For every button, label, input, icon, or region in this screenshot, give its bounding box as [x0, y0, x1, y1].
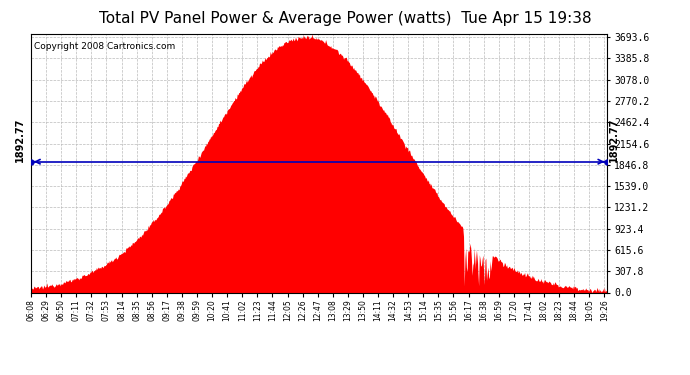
Text: 1892.77: 1892.77 — [609, 117, 618, 162]
Text: Total PV Panel Power & Average Power (watts)  Tue Apr 15 19:38: Total PV Panel Power & Average Power (wa… — [99, 11, 591, 26]
Text: Copyright 2008 Cartronics.com: Copyright 2008 Cartronics.com — [34, 42, 175, 51]
Text: 1892.77: 1892.77 — [14, 117, 25, 162]
